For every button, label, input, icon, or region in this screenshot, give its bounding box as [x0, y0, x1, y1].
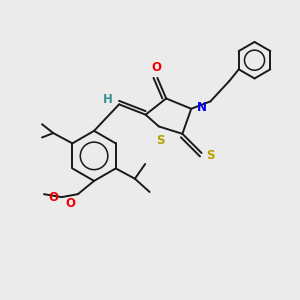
Text: O: O	[151, 61, 161, 74]
Text: H: H	[103, 93, 112, 106]
Text: O: O	[65, 196, 76, 209]
Text: S: S	[206, 149, 214, 162]
Text: S: S	[156, 134, 165, 147]
Text: N: N	[196, 101, 206, 114]
Text: O: O	[48, 190, 58, 204]
